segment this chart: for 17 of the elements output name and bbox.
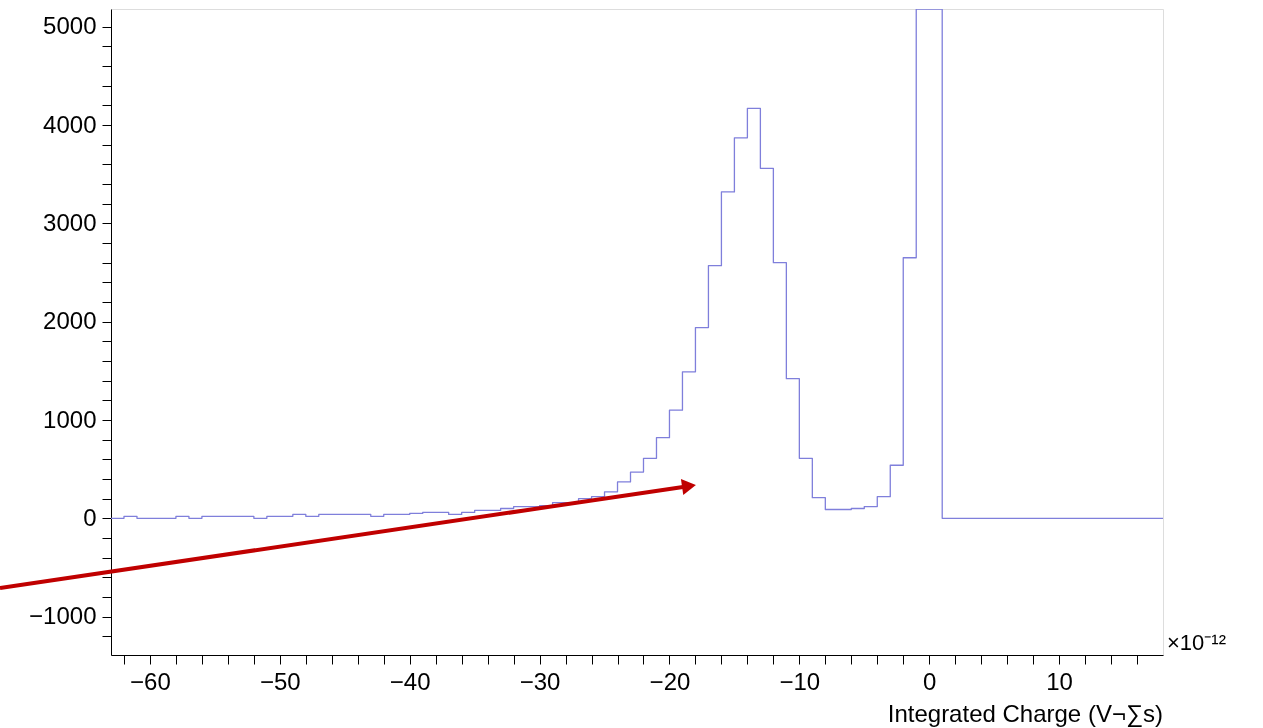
x-tick-label: −60 bbox=[130, 667, 171, 695]
x-tick-label: 10 bbox=[1046, 667, 1073, 695]
x-tick-label: −20 bbox=[649, 667, 691, 695]
y-tick-label: 1000 bbox=[43, 405, 97, 433]
x-tick-label: −50 bbox=[259, 667, 301, 695]
y-tick-label: 2000 bbox=[43, 307, 97, 335]
x-tick-label: 0 bbox=[923, 667, 937, 695]
text: ×10⁻¹² bbox=[1167, 630, 1226, 655]
x-tick-label: −40 bbox=[389, 667, 431, 695]
x-tick-label: −10 bbox=[779, 667, 821, 695]
y-tick-label: 4000 bbox=[43, 110, 97, 138]
y-tick-label: 5000 bbox=[43, 12, 97, 40]
y-tick-label: 0 bbox=[83, 503, 97, 531]
y-tick-label: −1000 bbox=[29, 602, 97, 630]
x-axis-title: Integrated Charge (V¬∑s) bbox=[887, 700, 1163, 728]
y-tick-label: 3000 bbox=[43, 208, 97, 236]
x-tick-label: −30 bbox=[519, 667, 561, 695]
